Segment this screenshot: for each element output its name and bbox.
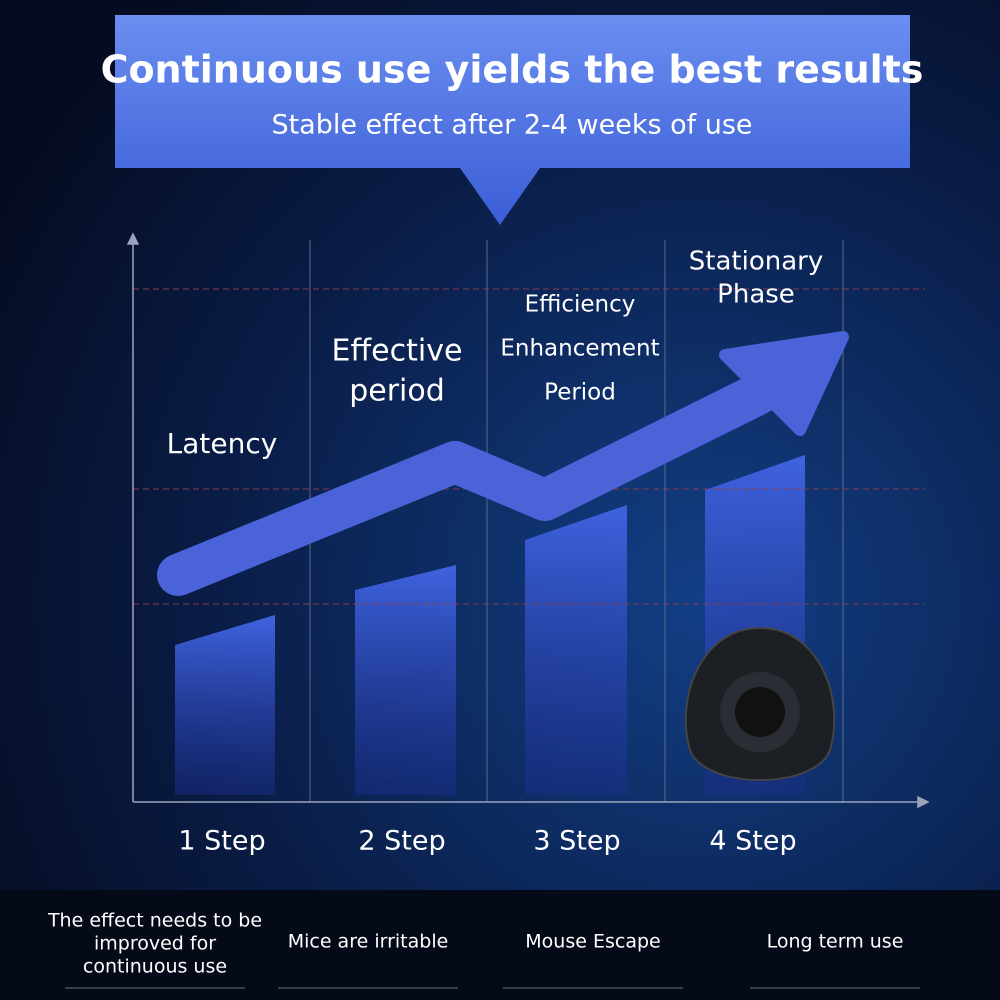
note: Mouse Escape bbox=[525, 931, 660, 953]
stage-label: Enhancement bbox=[500, 336, 659, 362]
stage-label: Efficiency bbox=[525, 292, 636, 318]
title: Continuous use yields the best results bbox=[101, 48, 924, 92]
notes-strip bbox=[0, 890, 1000, 1000]
note: improved for bbox=[94, 933, 216, 955]
step-label: 4 Step bbox=[709, 826, 796, 857]
stage-label: period bbox=[349, 374, 445, 409]
trend-arrow bbox=[157, 372, 781, 596]
note: The effect needs to be bbox=[47, 910, 262, 932]
stage-label: Stationary bbox=[689, 247, 823, 277]
stage-label: Period bbox=[544, 380, 616, 406]
note: Long term use bbox=[767, 931, 904, 953]
arrow-head bbox=[719, 331, 849, 436]
device bbox=[684, 626, 836, 781]
step-label: 2 Step bbox=[358, 826, 445, 857]
labels: Latency 1 Step The effect needs to beimpro… bbox=[47, 247, 920, 989]
bar bbox=[525, 505, 627, 795]
step-label: 1 Step bbox=[178, 826, 265, 857]
note: Mice are irritable bbox=[288, 931, 449, 953]
note: continuous use bbox=[83, 956, 227, 978]
stage-label: Phase bbox=[717, 280, 795, 310]
axes bbox=[126, 232, 930, 809]
bar bbox=[175, 615, 275, 795]
header-box bbox=[115, 15, 910, 225]
stage-label: Effective bbox=[332, 334, 463, 369]
subtitle: Stable effect after 2-4 weeks of use bbox=[271, 110, 752, 141]
step-label: 3 Step bbox=[533, 826, 620, 857]
stage-label: Latency bbox=[167, 427, 278, 460]
bar bbox=[355, 565, 456, 795]
